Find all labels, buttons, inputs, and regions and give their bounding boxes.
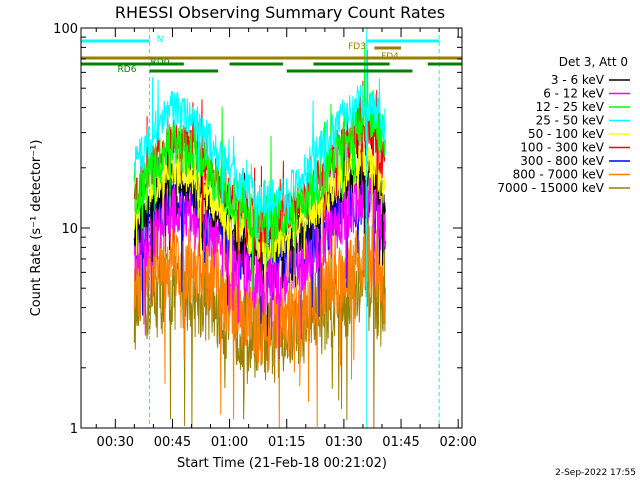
- legend-label: 6 - 12 keV: [543, 87, 605, 101]
- x-tick-label: 01:15: [268, 435, 305, 450]
- x-tick-label: 01:45: [382, 435, 419, 450]
- legend-label: 12 - 25 keV: [536, 100, 605, 114]
- x-tick-label: 00:45: [154, 435, 191, 450]
- legend-label: 300 - 800 keV: [520, 154, 604, 168]
- series-line: [133, 99, 386, 293]
- x-tick-label: 00:30: [97, 435, 134, 450]
- footer-date: 2-Sep-2022 17:55: [555, 468, 636, 478]
- flag-label: FD4: [381, 52, 399, 62]
- y-tick-label: 1: [70, 422, 78, 437]
- series-line: [133, 147, 386, 428]
- chart-title: RHESSI Observing Summary Count Rates: [115, 3, 445, 22]
- x-tick-label: 01:30: [325, 435, 362, 450]
- legend-label: 800 - 7000 keV: [513, 168, 605, 182]
- x-tick-label: 01:00: [211, 435, 248, 450]
- x-axis-label: Start Time (21-Feb-18 00:21:02): [177, 456, 387, 471]
- flag-label: RD0: [151, 58, 170, 68]
- flag-label: FD3: [348, 42, 366, 52]
- x-tick-label: 02:00: [439, 435, 476, 450]
- series-line: [133, 42, 386, 292]
- legend-label: 3 - 6 keV: [551, 73, 605, 87]
- legend-title: Det 3, Att 0: [559, 55, 628, 69]
- series-line: [133, 77, 386, 250]
- flag-label: N: [157, 35, 164, 45]
- y-tick-label: 10: [61, 222, 78, 237]
- y-tick-label: 100: [53, 22, 78, 37]
- legend-label: 25 - 50 keV: [536, 114, 605, 128]
- legend-label: 7000 - 15000 keV: [497, 181, 604, 195]
- legend-label: 50 - 100 keV: [528, 127, 605, 141]
- y-axis-label: Count Rate (s⁻¹ detector⁻¹): [29, 140, 44, 317]
- flag-label: RD6: [118, 65, 137, 75]
- legend-label: 100 - 300 keV: [520, 141, 604, 155]
